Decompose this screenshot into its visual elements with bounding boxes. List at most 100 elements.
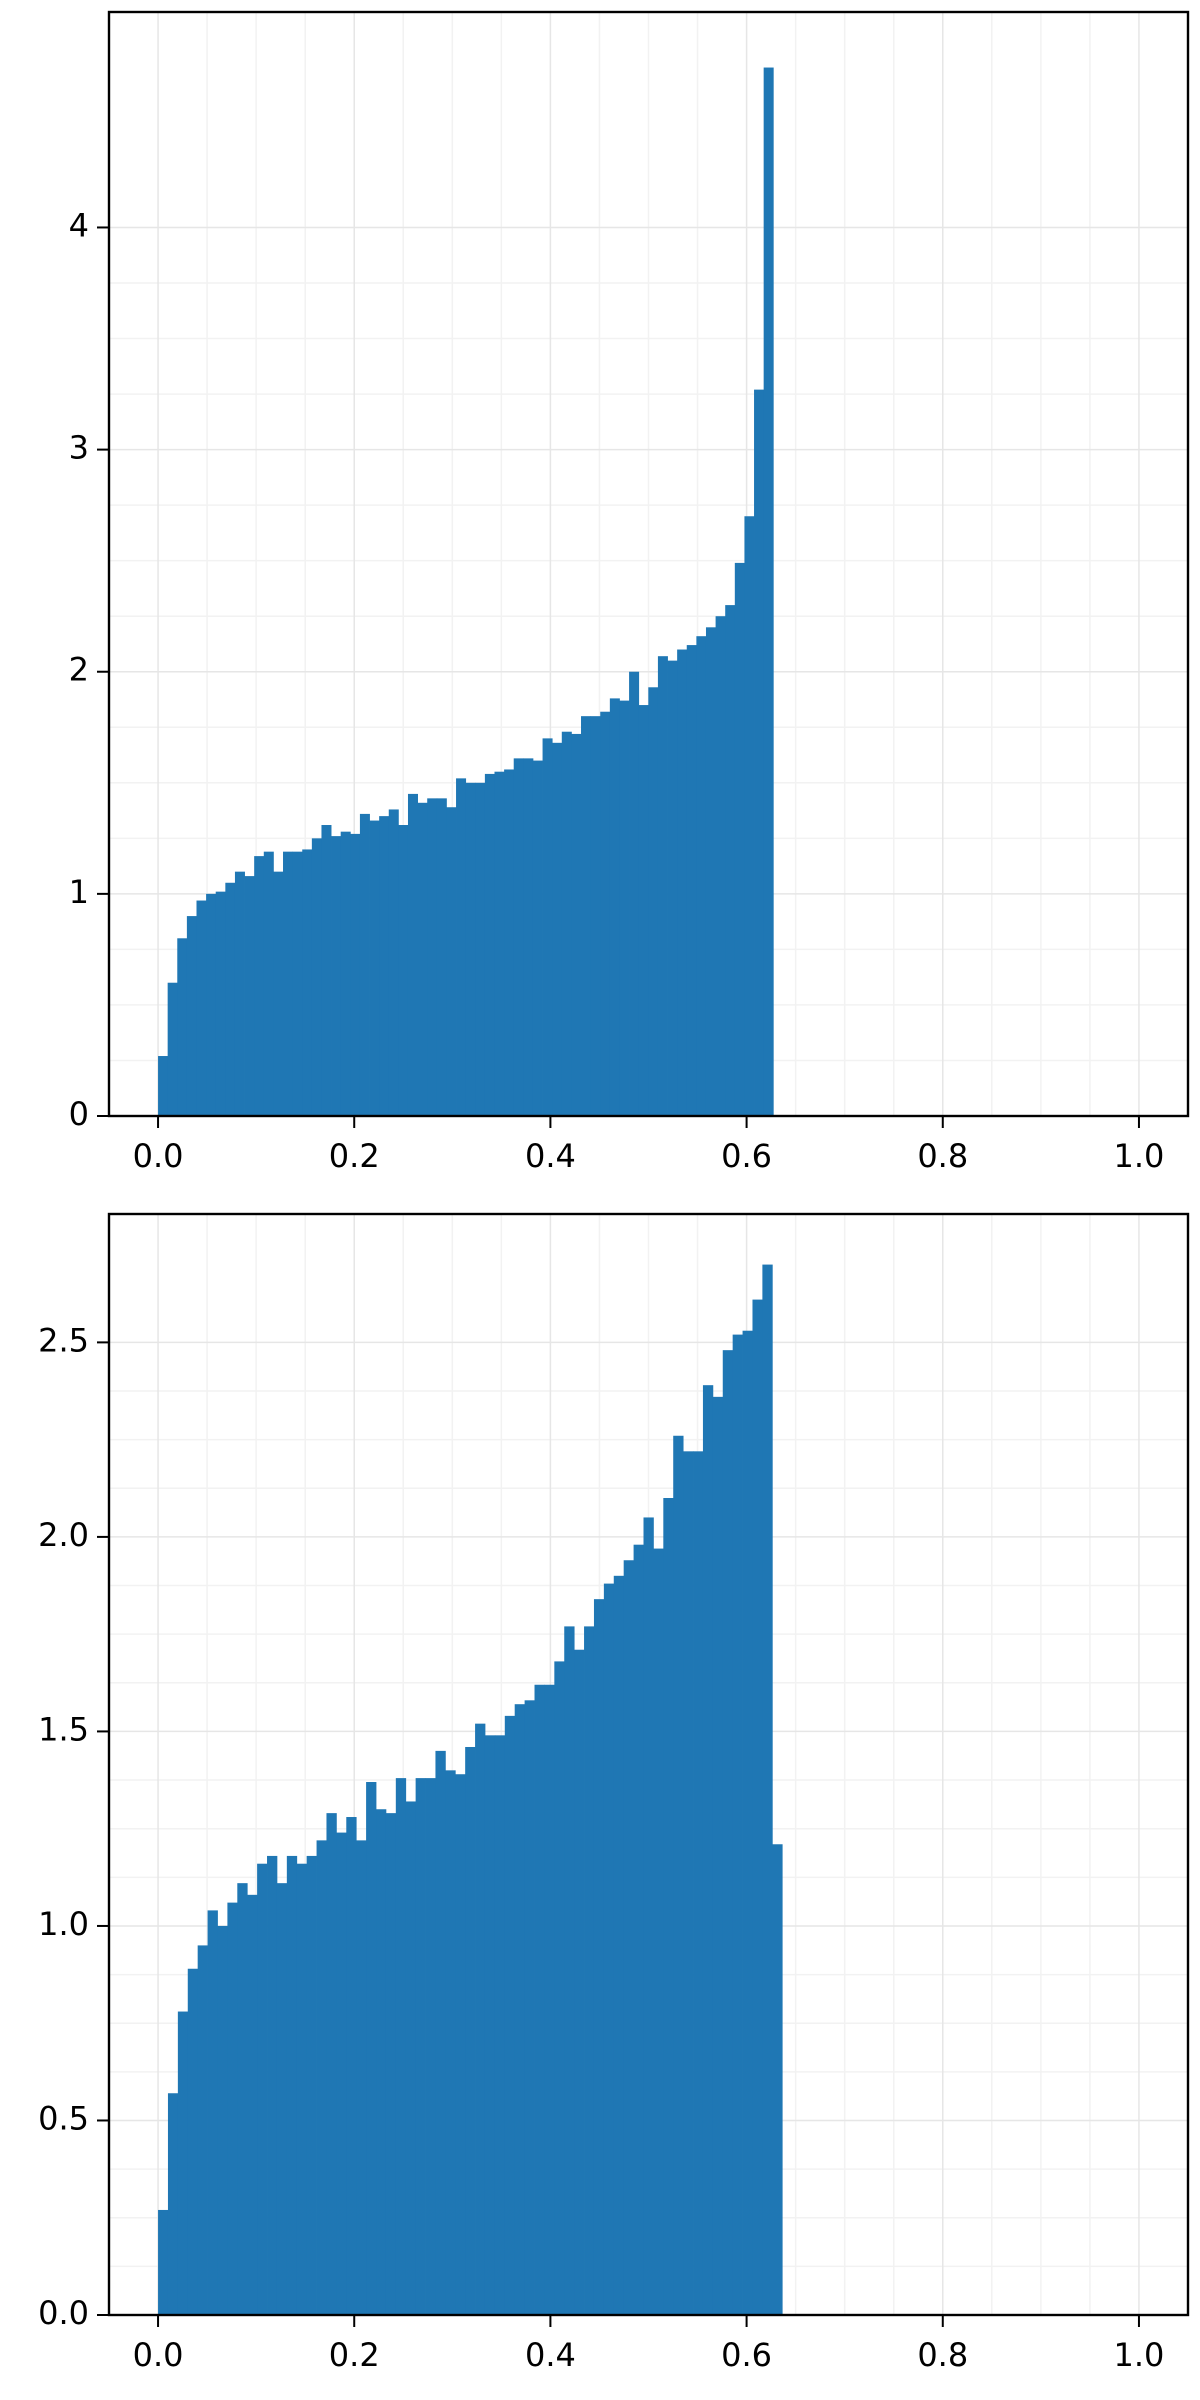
bar [475,1723,486,2315]
histogram-panel: 0.0 0.2 0.4 0.6 0.8 1.0 0.0 0.5 1.0 1.5 2.0 2.5 [38,1212,1190,2374]
bar [754,389,765,1117]
axes-frame [107,10,1190,1118]
bar [407,793,418,1116]
bar [744,516,755,1116]
bar [167,2093,179,2315]
bar [267,1855,278,2315]
bar [306,1855,317,2315]
bar [619,700,630,1116]
bar [435,1750,446,2315]
x-tick-label: 0.6 [721,1137,772,1175]
y-tick-label: 1 [69,873,89,911]
bar [455,1774,466,2315]
bar [657,656,668,1116]
bar [609,698,620,1116]
bar [207,1910,218,2315]
x-tick-label: 0.4 [525,1137,576,1175]
bar [686,645,697,1116]
bar [532,760,543,1116]
bar [693,1451,704,2315]
bar [542,738,553,1116]
bar [633,1544,644,2315]
y-tick-label: 2.5 [38,1321,89,1359]
bar [326,1813,337,2315]
bar [534,1684,545,2315]
bar [732,1334,743,2315]
bar [340,831,351,1116]
bar [603,1583,615,2315]
bar [590,716,601,1116]
bar [388,809,399,1116]
y-tick-label: 1.0 [38,1905,89,1943]
bar [475,782,486,1116]
y-tick-label: 2.0 [38,1516,89,1554]
bar [158,2209,169,2315]
histogram-panel: 0.0 0.2 0.4 0.6 0.8 1.0 0 1 2 3 4 [69,10,1190,1175]
bar [561,731,572,1116]
bar [494,771,505,1116]
bar [763,67,774,1116]
bar [663,1498,674,2315]
x-tick-label: 0.0 [133,2336,184,2374]
bar [715,616,726,1116]
bar [436,798,447,1116]
x-tick-label: 0.6 [721,2336,772,2374]
bar [725,605,736,1116]
bar [292,851,303,1116]
bar [593,1599,605,2315]
bar [564,1626,575,2315]
bar [415,1778,426,2315]
bar [677,649,688,1116]
bar [683,1451,694,2315]
x-tick-label: 1.0 [1114,1137,1165,1175]
bar [331,836,342,1116]
bar [673,1435,684,2315]
bar [702,1385,714,2315]
bar [584,1626,595,2315]
bar [772,1844,783,2315]
bar [283,851,294,1116]
bar [225,882,236,1116]
bar [484,773,495,1116]
x-tick-label: 0.2 [329,2336,380,2374]
bar [571,733,582,1116]
bar [196,900,207,1116]
bar [187,1968,199,2315]
bar [350,833,361,1116]
bar [405,1801,417,2315]
bar [257,1863,268,2315]
bar [244,876,255,1116]
bar [336,1832,347,2315]
axes-frame [107,1212,1190,2317]
bar [613,1575,625,2315]
bar [742,1330,753,2315]
bar [369,820,380,1116]
bar [712,1396,724,2315]
bar [446,807,457,1116]
bar [667,660,678,1116]
bar [465,1746,476,2315]
bar [158,1056,169,1116]
bar [227,1902,238,2315]
bar [648,687,659,1116]
bar [623,1560,634,2315]
y-tick-label: 3 [69,429,89,467]
bar [600,711,611,1116]
bar [465,782,476,1116]
bar [427,798,438,1116]
bar [722,1350,734,2315]
bar [705,627,716,1116]
bar [552,742,563,1116]
y-tick-label: 2 [69,651,89,689]
bar [302,849,313,1116]
bar [398,825,409,1116]
bar [321,825,332,1116]
bar [234,871,245,1116]
x-tick-label: 0.2 [329,1137,380,1175]
y-tick-label: 0.5 [38,2099,89,2137]
bar [276,1883,288,2315]
bar [445,1770,456,2315]
bar [395,1778,407,2315]
bar [385,1813,397,2315]
